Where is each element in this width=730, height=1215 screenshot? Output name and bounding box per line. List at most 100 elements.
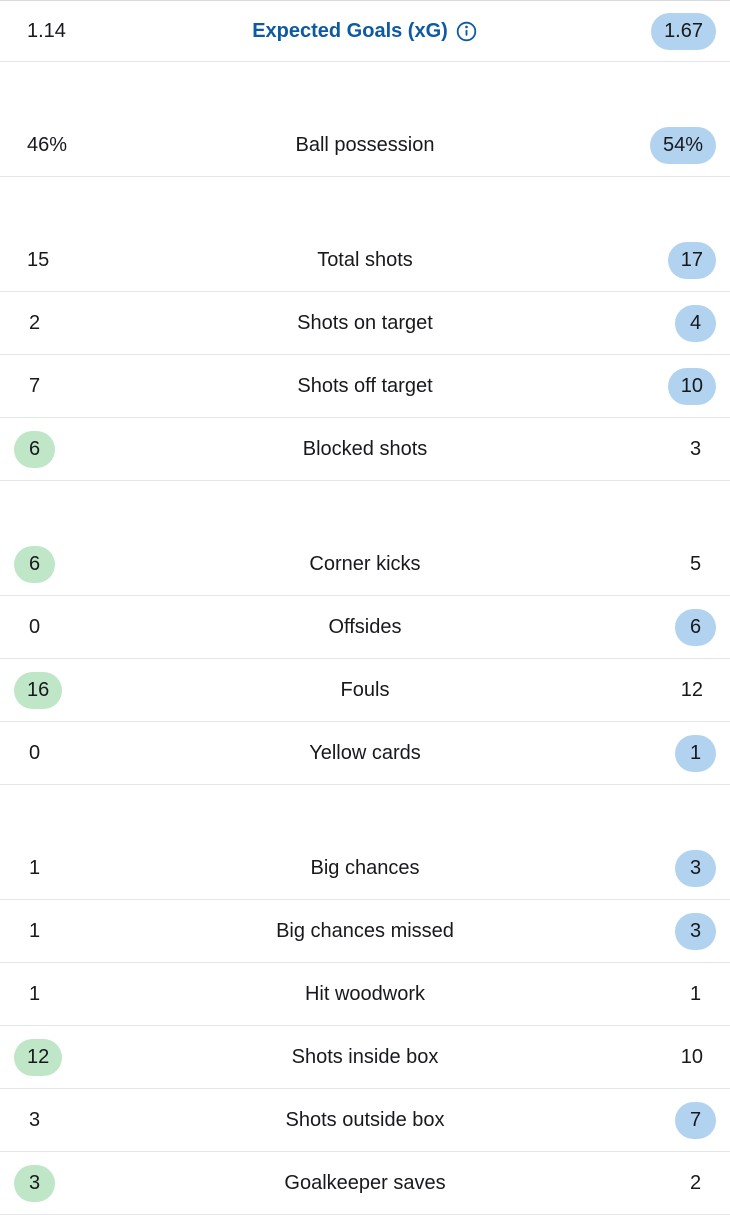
home-value-cell: 0 (14, 735, 126, 772)
stat-row: 15 Total shots 17 (0, 229, 730, 292)
home-stat-value: 16 (14, 671, 63, 709)
stat-label: Shots on target (297, 312, 433, 334)
stat-label: Total shots (317, 249, 413, 271)
away-stat-value: 17 (667, 241, 716, 279)
home-stat-value: 2 (28, 312, 41, 334)
away-stat-value: 3 (675, 912, 716, 950)
away-value-cell: 17 (604, 241, 716, 279)
section-chances: 1 Big chances 3 1 Big chances missed 3 1… (0, 837, 730, 1215)
home-value-cell: 7 (14, 368, 126, 405)
home-stat-value: 46% (27, 134, 68, 156)
home-value-cell: 1 (14, 850, 126, 887)
away-value-cell: 12 (604, 672, 716, 709)
stat-row: 16 Fouls 12 (0, 659, 730, 722)
stat-row: 1 Big chances 3 (0, 837, 730, 900)
xg-header-center: Expected Goals (xG) (126, 20, 604, 42)
stat-label: Hit woodwork (304, 983, 426, 1005)
away-stat-value: 3 (675, 849, 716, 887)
away-stat-value: 54% (649, 126, 716, 164)
away-value-cell: 7 (604, 1101, 716, 1139)
away-value-cell: 1 (604, 976, 716, 1013)
away-value-cell: 4 (604, 304, 716, 342)
home-xg-value: 1.14 (27, 20, 66, 42)
away-stat-value: 7 (675, 1101, 716, 1139)
home-value-cell: 6 (14, 545, 126, 583)
away-stat-value: 10 (667, 367, 716, 405)
home-value-cell: 16 (14, 671, 126, 709)
away-stat-value: 5 (689, 553, 702, 575)
stat-label: Shots off target (297, 375, 433, 397)
stat-label: Corner kicks (309, 553, 421, 575)
section-discipline: 6 Corner kicks 5 0 Offsides 6 16 Fouls 1… (0, 533, 730, 785)
xg-header-label: Expected Goals (xG) (252, 20, 448, 42)
away-stat-value: 1 (689, 983, 702, 1005)
away-value-cell: 5 (604, 546, 716, 583)
stat-row: 1 Hit woodwork 1 (0, 963, 730, 1026)
stat-row: 0 Yellow cards 1 (0, 722, 730, 785)
home-value-cell: 2 (14, 305, 126, 342)
home-value-cell: 6 (14, 430, 126, 468)
home-value-cell: 15 (14, 242, 126, 279)
stat-label: Big chances (310, 857, 420, 879)
home-value-cell: 12 (14, 1038, 126, 1076)
section-shots: 15 Total shots 17 2 Shots on target 4 7 … (0, 229, 730, 481)
home-stat-value: 12 (14, 1038, 63, 1076)
stat-row: 7 Shots off target 10 (0, 355, 730, 418)
away-stat-value: 2 (689, 1172, 702, 1194)
stat-label: Ball possession (295, 134, 435, 156)
home-stat-value: 0 (28, 742, 41, 764)
home-stat-value: 7 (28, 375, 41, 397)
home-value-cell: 3 (14, 1102, 126, 1139)
stat-label: Big chances missed (276, 920, 454, 942)
away-value-cell: 1.67 (604, 12, 716, 50)
home-stat-value: 1 (28, 920, 41, 942)
stat-label: Blocked shots (302, 438, 428, 460)
stat-label: Shots inside box (291, 1046, 439, 1068)
xg-header-row: 1.14 Expected Goals (xG) 1.67 (0, 0, 730, 62)
home-stat-value: 1 (28, 983, 41, 1005)
stat-label: Fouls (340, 679, 390, 701)
info-icon[interactable] (456, 20, 478, 42)
stat-row: 2 Shots on target 4 (0, 292, 730, 355)
home-stat-value: 6 (14, 430, 55, 468)
home-stat-value: 3 (28, 1109, 41, 1131)
home-value-cell: 1 (14, 913, 126, 950)
away-value-cell: 3 (604, 431, 716, 468)
stat-label: Goalkeeper saves (284, 1172, 446, 1194)
home-stat-value: 1 (28, 857, 41, 879)
section-possession: 46% Ball possession 54% (0, 114, 730, 177)
stat-row: 12 Shots inside box 10 (0, 1026, 730, 1089)
away-value-cell: 1 (604, 734, 716, 772)
home-stat-value: 3 (14, 1164, 55, 1202)
away-xg-value: 1.67 (651, 12, 716, 50)
away-stat-value: 12 (680, 679, 703, 701)
away-stat-value: 4 (675, 304, 716, 342)
home-stat-value: 6 (14, 545, 55, 583)
away-value-cell: 2 (604, 1165, 716, 1202)
away-stat-value: 1 (675, 734, 716, 772)
away-stat-value: 6 (675, 608, 716, 646)
away-value-cell: 3 (604, 849, 716, 887)
stat-row: 3 Shots outside box 7 (0, 1089, 730, 1152)
home-value-cell: 1.14 (14, 13, 126, 50)
stat-row: 3 Goalkeeper saves 2 (0, 1152, 730, 1215)
away-stat-value: 10 (680, 1046, 703, 1068)
stat-row: 1 Big chances missed 3 (0, 900, 730, 963)
stat-row: 6 Corner kicks 5 (0, 533, 730, 596)
stat-row: 46% Ball possession 54% (0, 114, 730, 177)
away-value-cell: 3 (604, 912, 716, 950)
stat-row: 6 Blocked shots 3 (0, 418, 730, 481)
stat-label: Offsides (328, 616, 402, 638)
home-value-cell: 0 (14, 609, 126, 646)
away-value-cell: 10 (604, 1039, 716, 1076)
away-value-cell: 54% (604, 126, 716, 164)
stat-row: 0 Offsides 6 (0, 596, 730, 659)
away-value-cell: 10 (604, 367, 716, 405)
home-stat-value: 15 (27, 249, 50, 271)
stat-label: Shots outside box (285, 1109, 445, 1131)
home-stat-value: 0 (28, 616, 41, 638)
away-value-cell: 6 (604, 608, 716, 646)
home-value-cell: 3 (14, 1164, 126, 1202)
stat-label: Yellow cards (309, 742, 421, 764)
